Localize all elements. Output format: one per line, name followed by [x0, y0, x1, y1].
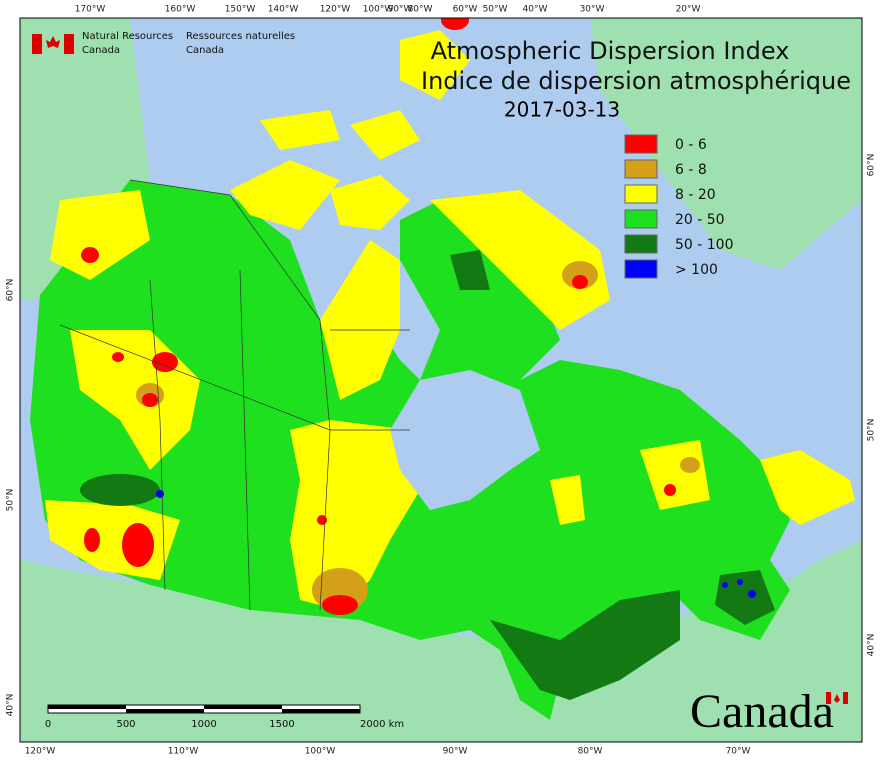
graticule-label: 150°W	[225, 5, 256, 15]
graticule-label: 80°W	[578, 747, 603, 757]
graticule-label: 120°W	[320, 5, 351, 15]
scale-label: 1000	[191, 719, 216, 730]
graticule-label: 50°W	[483, 5, 508, 15]
legend-label: 20 - 50	[675, 212, 725, 228]
dark-green-areas	[450, 250, 775, 700]
graticule-label: 110°W	[168, 747, 199, 757]
graticule-label: 60°W	[453, 5, 478, 15]
scale-bar	[47, 704, 361, 714]
legend-label: > 100	[675, 262, 718, 278]
agency-fr: Canada	[186, 45, 224, 56]
legend-label: 8 - 20	[675, 187, 716, 203]
newfoundland	[760, 450, 855, 525]
legend-label: 50 - 100	[675, 237, 734, 253]
date: 2017-03-13	[504, 98, 620, 122]
legend-swatch	[624, 184, 658, 204]
graticule-label: 50°N	[6, 489, 16, 512]
hudson-bay	[390, 370, 540, 510]
legend-label: 6 - 8	[675, 162, 707, 178]
graticule-label: 50°N	[867, 419, 877, 442]
legend: 0 - 6 6 - 8 8 - 20 20 - 50 50 - 100 > 100	[624, 134, 734, 279]
graticule-label: 80°W	[408, 5, 433, 15]
legend-swatch	[624, 259, 658, 279]
graticule-label: 30°W	[580, 5, 605, 15]
scale-label: 0	[45, 719, 51, 730]
graticule-label: 70°W	[726, 747, 751, 757]
usa	[20, 540, 862, 742]
graticule-label: 170°W	[75, 5, 106, 15]
graticule-label: 160°W	[165, 5, 196, 15]
yellow-west	[45, 190, 710, 580]
graticule-label: 100°W	[363, 5, 394, 15]
boundaries	[59, 179, 410, 611]
scale-label: 2000 km	[360, 719, 404, 730]
title-fr: Indice de dispersion atmosphérique	[421, 67, 851, 95]
legend-swatch	[624, 209, 658, 229]
graticule-label: 120°W	[25, 747, 56, 757]
legend-swatch	[624, 234, 658, 254]
graticule-label: 20°W	[676, 5, 701, 15]
legend-label: 0 - 6	[675, 137, 707, 153]
scale-label: 1500	[269, 719, 294, 730]
graticule-label: 60°N	[6, 279, 16, 302]
greenland	[590, 18, 862, 270]
arctic-islands	[230, 30, 470, 230]
graticule-label: 40°W	[523, 5, 548, 15]
graticule-label: 100°W	[305, 747, 336, 757]
graticule-label: 90°W	[388, 5, 413, 15]
agency-en: Natural Resources	[82, 31, 173, 42]
agency-en: Canada	[82, 45, 120, 56]
legend-swatch	[624, 134, 658, 154]
scale-label: 500	[116, 719, 135, 730]
legend-swatch	[624, 159, 658, 179]
map	[20, 18, 862, 742]
agency-fr: Ressources naturelles	[186, 31, 295, 42]
graticule-label: 140°W	[268, 5, 299, 15]
graticule-labels: 170°W 160°W 150°W 140°W 120°W 100°W90°W80°W 60…	[6, 5, 877, 757]
title-en: Atmospheric Dispersion Index	[431, 37, 790, 65]
graticule-label: 90°W	[443, 747, 468, 757]
graticule-label: 40°N	[6, 694, 16, 717]
canada-wordmark: Canada	[690, 685, 834, 738]
alaska	[20, 18, 150, 300]
red-areas	[81, 18, 676, 615]
yellow-nunavut	[320, 240, 400, 400]
yellow-baffin	[430, 190, 610, 330]
graticule-label: 60°N	[867, 154, 877, 177]
frame	[19, 17, 863, 743]
wordmark-flag	[826, 692, 848, 704]
graticule-label: 40°N	[867, 634, 877, 657]
nrcan-flag	[32, 34, 74, 54]
dark-green-alberta	[80, 474, 160, 506]
